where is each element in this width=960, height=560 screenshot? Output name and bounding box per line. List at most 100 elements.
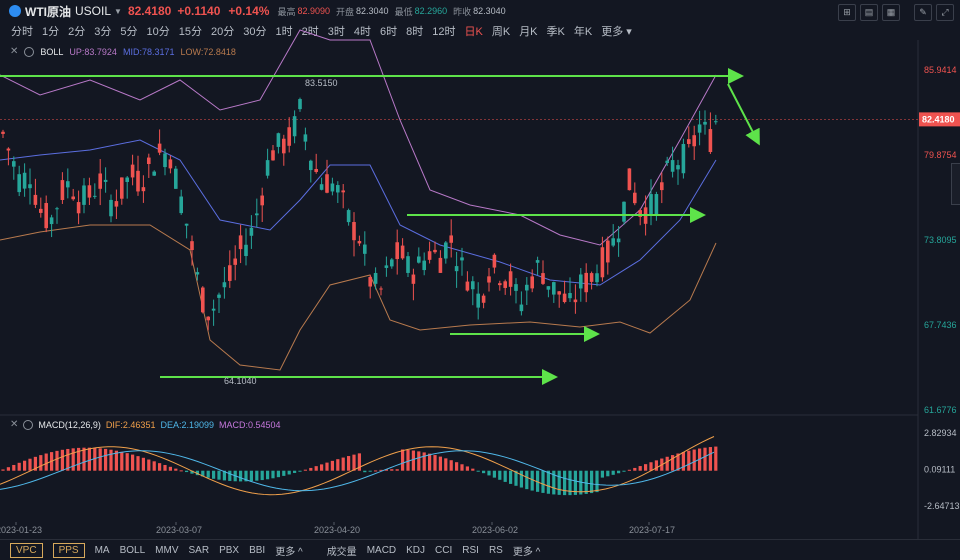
macd-bar (692, 449, 696, 471)
macd-bar (249, 470, 253, 482)
macd-bar (271, 470, 275, 479)
macd-value: MACD:0.54504 (219, 419, 281, 430)
eye-icon[interactable] (23, 419, 34, 430)
candle-body (481, 295, 486, 303)
sub-indicator-4[interactable]: RSI (462, 544, 479, 556)
macd-bar (77, 447, 81, 471)
timeframe-7[interactable]: 20分 (211, 26, 235, 38)
candle-body (627, 168, 632, 191)
candle-body (573, 299, 578, 303)
eye-icon[interactable] (24, 46, 35, 57)
candle-body (530, 276, 534, 289)
timeframe-20[interactable]: 年K (573, 26, 593, 38)
current-price-tag (919, 112, 960, 127)
timeframe-bar: 分时 1分 2分 3分 5分 10分 15分 20分 30分 1时 2时 3时 4时 6时 8时 12时 日K 周… (0, 22, 641, 40)
timeframe-8[interactable]: 30分 (243, 26, 267, 38)
timeframe-13[interactable]: 6时 (380, 26, 398, 38)
boll-up: UP:83.7924 (69, 46, 117, 57)
close-icon[interactable]: ✕ (10, 419, 19, 430)
macd-bar (39, 455, 43, 471)
macd-name[interactable]: MACD(12,26,9) (38, 419, 101, 430)
candle-body (357, 241, 362, 244)
macd-bar (433, 455, 437, 471)
toolbar-button-pps[interactable]: PPS (52, 542, 85, 558)
boll-mid-line (0, 139, 717, 286)
macd-bar (255, 470, 259, 481)
candle-body (336, 185, 340, 193)
macd-bar (541, 470, 545, 493)
macd-axis-label: 0.09111 (924, 464, 955, 474)
candle-body (557, 291, 561, 295)
candle-body (487, 276, 491, 283)
candle-body (276, 133, 281, 147)
timeframe-5[interactable]: 10分 (146, 26, 170, 38)
timeframe-15[interactable]: 12时 (432, 26, 456, 38)
macd-bar (649, 462, 653, 471)
macd-bar (82, 447, 86, 471)
collapse-panel-handle[interactable] (951, 163, 960, 205)
candle-body (579, 274, 583, 289)
symbol-code[interactable]: USOIL (75, 4, 112, 18)
timeframe-9[interactable]: 1时 (275, 26, 293, 38)
chart-type-icon[interactable]: ▤ (860, 4, 878, 21)
timeframe-21[interactable]: 更多 ▾ (601, 26, 632, 38)
timeframe-3[interactable]: 3分 (94, 26, 112, 38)
sub-indicator-0[interactable]: 成交量 (326, 546, 357, 558)
main-indicator-6[interactable]: 更多 ^ (275, 546, 303, 558)
timeframe-18[interactable]: 月K (519, 26, 538, 38)
macd-bar (55, 450, 59, 471)
layout-icon[interactable]: ▦ (882, 4, 900, 21)
macd-bar (98, 448, 102, 471)
macd-bar (222, 470, 226, 481)
timeframe-11[interactable]: 3时 (327, 26, 345, 38)
timeframe-6[interactable]: 15分 (178, 26, 202, 38)
fullscreen-icon[interactable]: ⤢ (936, 4, 954, 21)
price-change: +0.1140 (177, 4, 221, 18)
candle-body (411, 274, 416, 284)
main-indicator-2[interactable]: MMV (155, 544, 179, 556)
timeframe-19[interactable]: 季K (546, 26, 565, 38)
macd-bar (104, 448, 108, 471)
candle-body (508, 271, 513, 287)
toolbar-button-vpc[interactable]: VPC (10, 542, 43, 558)
drawing-tool-icon[interactable]: ✎ (914, 4, 932, 21)
timeframe-1[interactable]: 1分 (42, 26, 60, 38)
main-indicator-4[interactable]: PBX (219, 544, 240, 556)
candle-body (6, 148, 11, 151)
timeframe-14[interactable]: 8时 (406, 26, 424, 38)
candle-body (233, 258, 237, 265)
candle-body (492, 254, 497, 268)
timeframe-17[interactable]: 周K (491, 26, 511, 38)
candle-body (238, 235, 243, 250)
macd-bar (406, 449, 410, 471)
macd-bar (352, 454, 356, 471)
timeframe-2[interactable]: 2分 (68, 26, 86, 38)
macd-bar (579, 470, 583, 495)
main-indicator-3[interactable]: SAR (188, 544, 210, 556)
sub-indicator-2[interactable]: KDJ (406, 544, 426, 556)
main-indicator-1[interactable]: BOLL (119, 544, 146, 556)
chevron-down-icon[interactable]: ▼ (114, 6, 122, 16)
sub-indicator-6[interactable]: 更多 ^ (512, 546, 541, 558)
sub-indicator-3[interactable]: CCI (435, 544, 453, 556)
candle-body (163, 153, 167, 168)
candle-body (125, 177, 129, 182)
sub-indicator-5[interactable]: RS (488, 544, 503, 556)
sub-indicator-1[interactable]: MACD (366, 544, 397, 556)
price-chart[interactable]: 85.9414 79.8754 73.8095 67.7436 61.6776 82.41… (0, 0, 960, 539)
timeframe-16[interactable]: 日K (464, 26, 483, 38)
main-indicator-5[interactable]: BBI (249, 544, 266, 556)
symbol-name[interactable]: WTI原油 (25, 4, 71, 19)
timeframe-12[interactable]: 4时 (353, 26, 371, 38)
macd-dif: DIF:2.46351 (105, 419, 156, 430)
boll-name[interactable]: BOLL (40, 46, 64, 57)
candle-body (168, 159, 173, 169)
timeframe-4[interactable]: 5分 (120, 26, 138, 38)
price-axis-label: 85.9414 (924, 65, 957, 75)
macd-bar (428, 453, 432, 471)
macd-bar (638, 466, 642, 471)
close-icon[interactable]: ✕ (10, 46, 19, 57)
main-indicator-0[interactable]: MA (94, 544, 110, 556)
timeframe-0[interactable]: 分时 (11, 26, 33, 38)
indicator-settings-icon[interactable]: ⊞ (838, 4, 856, 21)
